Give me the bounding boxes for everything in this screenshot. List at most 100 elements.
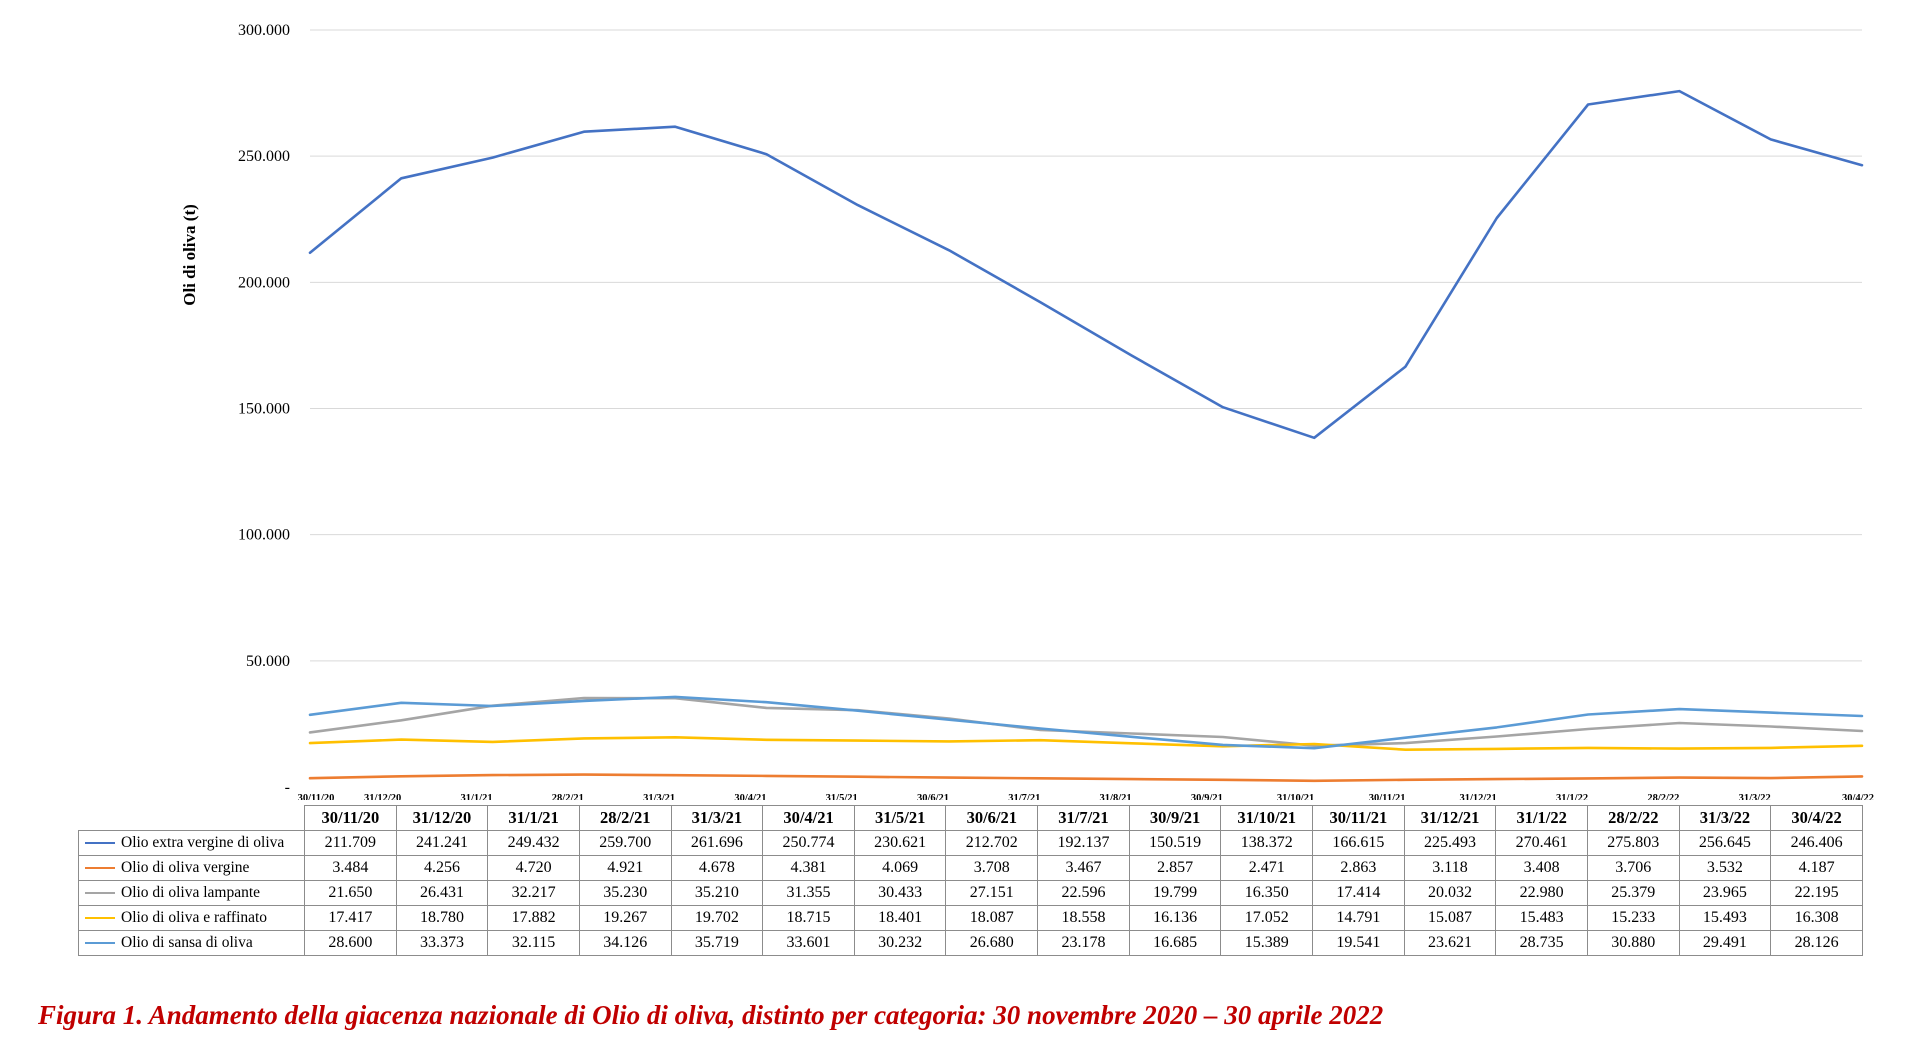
table-column-header: 30/6/21 [945, 805, 1039, 831]
table-cell: 18.715 [762, 905, 855, 931]
legend-label: Olio extra vergine di oliva [121, 834, 285, 851]
table-cell: 150.519 [1128, 830, 1222, 856]
table-cell: 30.232 [853, 930, 947, 956]
table-cell: 23.621 [1403, 930, 1497, 956]
legend-swatch [85, 917, 115, 920]
table-cell: 211.709 [304, 830, 397, 856]
table-cell: 27.151 [945, 880, 1039, 906]
table-cell: 138.372 [1220, 830, 1314, 856]
table-cell: 32.217 [487, 880, 580, 906]
table-cell: 26.680 [945, 930, 1039, 956]
table-cell: 17.414 [1312, 880, 1405, 906]
legend-swatch [85, 867, 115, 870]
x-tick-label: 30/9/21 [1191, 793, 1223, 800]
table-cell: 15.389 [1220, 930, 1314, 956]
table-cell: 22.980 [1495, 880, 1588, 906]
x-tick-label: 31/7/21 [1008, 793, 1040, 800]
table-cell: 250.774 [762, 830, 855, 856]
x-tick-label: 30/4/22 [1842, 793, 1874, 800]
y-tick-label: 200.000 [238, 274, 290, 291]
y-tick-label: 50.000 [246, 653, 290, 670]
table-cell: 261.696 [670, 830, 764, 856]
legend-label: Olio di sansa di oliva [121, 934, 253, 951]
x-tick-label: 31/5/21 [826, 793, 858, 800]
y-axis-label: Oli di oliva (t) [180, 204, 199, 306]
table-cell: 2.857 [1128, 855, 1222, 881]
legend-entry: Olio di oliva lampante [78, 880, 305, 906]
table-cell: 16.685 [1128, 930, 1222, 956]
table-cell: 246.406 [1770, 830, 1863, 856]
table-column-header: 31/12/21 [1403, 805, 1497, 831]
x-tick-label: 31/10/21 [1277, 793, 1314, 800]
table-cell: 4.720 [487, 855, 580, 881]
x-tick-label: 31/3/22 [1739, 793, 1771, 800]
table-column-header: 28/2/21 [578, 805, 672, 831]
table-cell: 17.882 [487, 905, 580, 931]
legend-entry: Olio extra vergine di oliva [78, 830, 305, 856]
table-cell: 31.355 [762, 880, 855, 906]
table-cell: 16.350 [1220, 880, 1314, 906]
table-column-header: 31/10/21 [1220, 805, 1314, 831]
table-cell: 192.137 [1037, 830, 1130, 856]
table-column-header: 30/9/21 [1128, 805, 1222, 831]
data-table: 30/11/20 31/12/20 31/1/21 28/2/21 31/3/21 30/… [78, 805, 1863, 956]
table-cell: 4.256 [395, 855, 489, 881]
line-chart: - 50.000 100.000 150.000 200.000 250.000 300.0… [180, 22, 1874, 800]
table-cell: 19.799 [1128, 880, 1222, 906]
legend-label: Olio di oliva vergine [121, 859, 250, 876]
series-line-1 [308, 89, 1864, 440]
table-row: Olio di sansa di oliva 28.600 33.373 32.115… [78, 930, 1863, 956]
table-corner-cell [78, 805, 305, 831]
table-cell: 2.863 [1312, 855, 1405, 881]
table-column-header: 31/5/21 [853, 805, 947, 831]
x-tick-label: 30/11/20 [298, 793, 335, 800]
table-row: Olio di oliva e raffinato 17.417 18.780 17.… [78, 905, 1863, 931]
table-cell: 30.433 [853, 880, 947, 906]
table-cell: 33.373 [395, 930, 489, 956]
table-cell: 3.706 [1586, 855, 1680, 881]
table-cell: 2.471 [1220, 855, 1314, 881]
table-cell: 21.650 [304, 880, 397, 906]
table-cell: 15.483 [1495, 905, 1588, 931]
table-column-header: 31/1/21 [487, 805, 580, 831]
table-column-header: 28/2/22 [1586, 805, 1680, 831]
x-tick-label: 31/12/21 [1459, 793, 1496, 800]
series-line-2 [308, 773, 1864, 783]
series-line-3 [308, 696, 1864, 748]
table-column-header: 31/12/20 [395, 805, 489, 831]
y-tick-label: 250.000 [238, 148, 290, 165]
table-cell: 35.230 [578, 880, 672, 906]
table-cell: 166.615 [1312, 830, 1405, 856]
x-tick-label: 31/1/21 [460, 793, 492, 800]
table-cell: 19.541 [1312, 930, 1405, 956]
table-cell: 23.178 [1037, 930, 1130, 956]
table-row: Olio di oliva lampante 21.650 26.431 32.217… [78, 880, 1863, 906]
table-cell: 28.735 [1495, 930, 1588, 956]
table-cell: 32.115 [487, 930, 580, 956]
table-cell: 256.645 [1678, 830, 1772, 856]
table-cell: 33.601 [762, 930, 855, 956]
table-cell: 4.678 [670, 855, 764, 881]
table-cell: 20.032 [1403, 880, 1497, 906]
table-column-header: 31/1/22 [1495, 805, 1588, 831]
table-cell: 3.708 [945, 855, 1039, 881]
y-tick-label: - [285, 779, 290, 796]
legend-label: Olio di oliva lampante [121, 884, 261, 901]
table-cell: 3.467 [1037, 855, 1130, 881]
y-tick-label: 100.000 [238, 527, 290, 544]
table-cell: 18.558 [1037, 905, 1130, 931]
table-cell: 22.195 [1770, 880, 1863, 906]
x-tick-label: 31/8/21 [1100, 793, 1132, 800]
table-column-header: 30/4/22 [1770, 805, 1863, 831]
table-cell: 14.791 [1312, 905, 1405, 931]
table-cell: 34.126 [578, 930, 672, 956]
table-cell: 19.267 [578, 905, 672, 931]
y-tick-label: 150.000 [238, 401, 290, 418]
table-column-header: 31/3/21 [670, 805, 764, 831]
table-cell: 3.484 [304, 855, 397, 881]
table-cell: 22.596 [1037, 880, 1130, 906]
table-cell: 30.880 [1586, 930, 1680, 956]
x-tick-label: 28/2/21 [552, 793, 584, 800]
table-row: Olio extra vergine di oliva 211.709 241.24… [78, 830, 1863, 856]
table-cell: 18.780 [395, 905, 489, 931]
